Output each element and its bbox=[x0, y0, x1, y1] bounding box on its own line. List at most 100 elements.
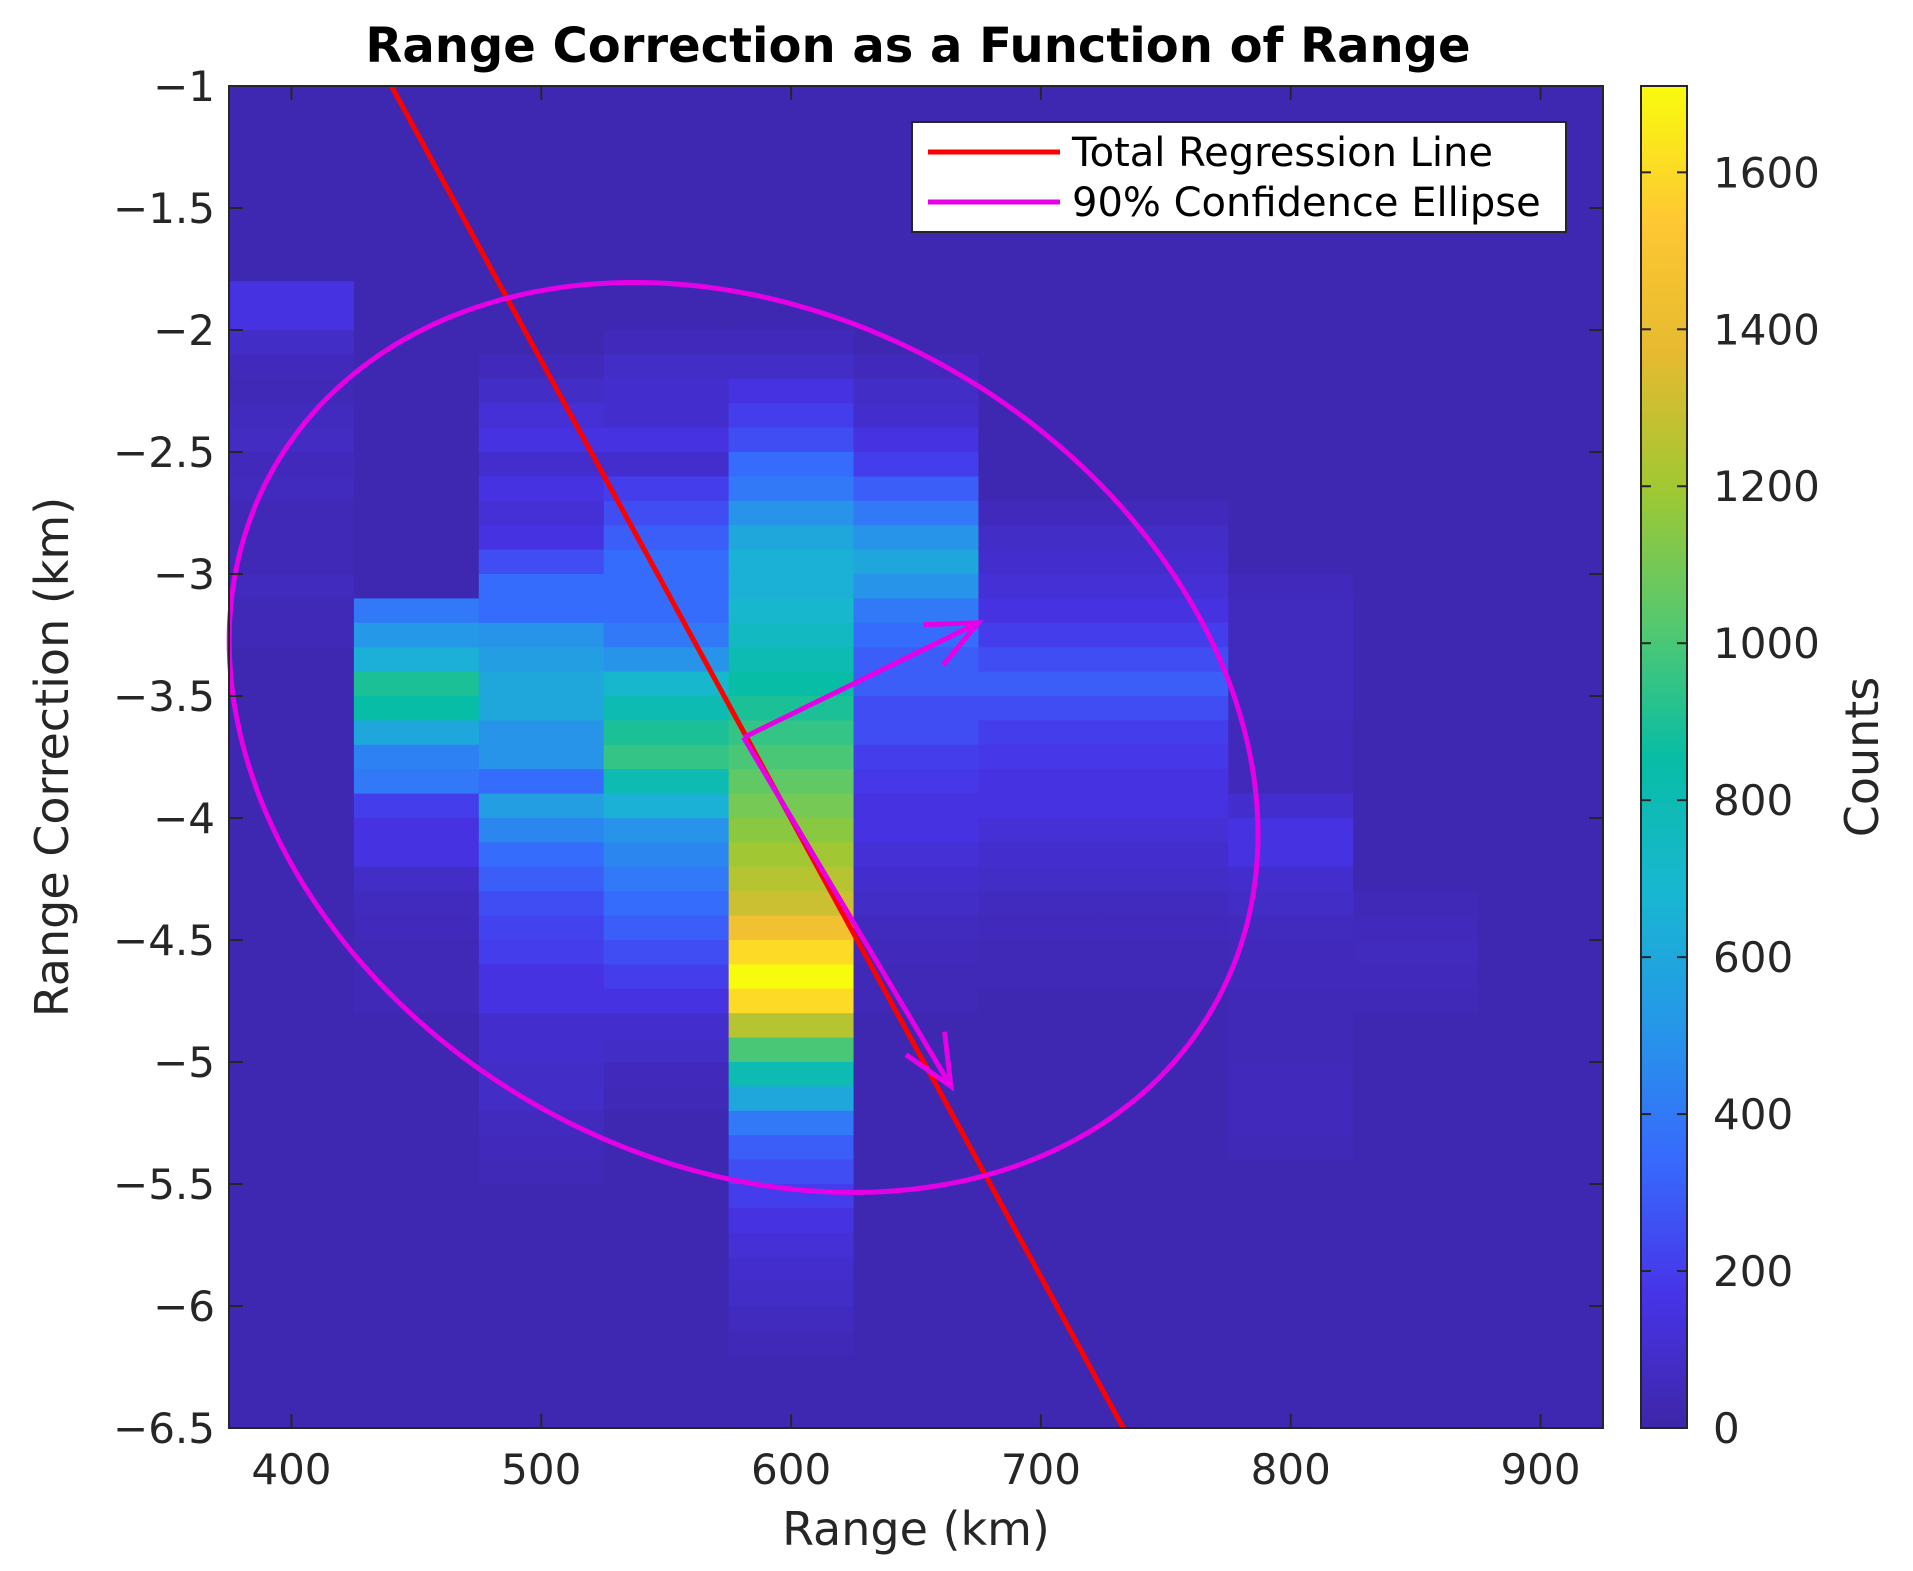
heatmap-cell bbox=[478, 159, 605, 185]
legend: Total Regression Line 90% Confidence Ell… bbox=[911, 121, 1567, 233]
heatmap-cell bbox=[1478, 1330, 1604, 1356]
heatmap-cell bbox=[853, 720, 980, 746]
heatmap-cell bbox=[1228, 1062, 1354, 1087]
heatmap-cell bbox=[978, 964, 1104, 990]
heatmap-cell bbox=[478, 452, 605, 477]
y-tick-label: −2 bbox=[153, 306, 215, 355]
heatmap-cell bbox=[978, 1281, 1104, 1307]
colorbar-tick-label: 800 bbox=[1713, 776, 1793, 825]
heatmap-cell bbox=[478, 232, 605, 258]
x-tick-label: 900 bbox=[1500, 1445, 1580, 1494]
heatmap-cell bbox=[1353, 1208, 1479, 1234]
heatmap-cell bbox=[1103, 891, 1229, 917]
y-tick-label: −3.5 bbox=[113, 672, 215, 721]
heatmap-cell bbox=[728, 769, 855, 795]
heatmap-cell bbox=[1353, 452, 1479, 477]
heatmap-cell bbox=[1353, 1159, 1479, 1185]
heatmap-cell bbox=[728, 476, 855, 502]
heatmap-cell bbox=[1228, 1208, 1354, 1234]
heatmap-cell bbox=[728, 1062, 855, 1087]
heatmap-cell bbox=[978, 842, 1104, 868]
heatmap-cell bbox=[728, 232, 855, 258]
heatmap-cell bbox=[603, 696, 730, 721]
heatmap-cell bbox=[1103, 1306, 1229, 1331]
heatmap-cell bbox=[603, 622, 730, 648]
heatmap-cell bbox=[728, 1159, 855, 1185]
heatmap-cell bbox=[728, 1135, 855, 1161]
heatmap-cell bbox=[229, 159, 355, 185]
heatmap-cell bbox=[1353, 1257, 1479, 1283]
heatmap-cell bbox=[728, 574, 855, 599]
heatmap-cell bbox=[978, 915, 1104, 941]
heatmap-cell bbox=[478, 1208, 605, 1234]
heatmap-cell bbox=[478, 1354, 605, 1380]
heatmap-cell bbox=[1353, 1232, 1479, 1258]
heatmap-cell bbox=[978, 256, 1104, 282]
heatmap-cell bbox=[603, 1208, 730, 1234]
heatmap-cell bbox=[978, 354, 1104, 380]
heatmap-cell bbox=[1353, 1306, 1479, 1331]
heatmap-cell bbox=[1228, 256, 1354, 282]
heatmap-cell bbox=[978, 1379, 1104, 1405]
heatmap-cell bbox=[603, 110, 730, 136]
heatmap-cell bbox=[1103, 744, 1229, 770]
heatmap-cell bbox=[1478, 1257, 1604, 1283]
heatmap-cell bbox=[603, 744, 730, 770]
heatmap-cell bbox=[229, 549, 355, 575]
heatmap-cell bbox=[603, 1037, 730, 1063]
heatmap-cell bbox=[1478, 988, 1604, 1014]
heatmap-cell bbox=[728, 256, 855, 282]
y-tick-label: −3 bbox=[153, 550, 215, 599]
heatmap-cell bbox=[603, 1257, 730, 1283]
heatmap-cell bbox=[603, 1232, 730, 1258]
heatmap-cell bbox=[1478, 1135, 1604, 1161]
colorbar-tick-label: 600 bbox=[1713, 933, 1793, 982]
heatmap-cell bbox=[229, 720, 355, 746]
heatmap-cell bbox=[1103, 86, 1229, 111]
heatmap-cell bbox=[1228, 574, 1354, 599]
heatmap-cell bbox=[1353, 549, 1479, 575]
heatmap-cell bbox=[1353, 1330, 1479, 1356]
heatmap-cell bbox=[1228, 330, 1354, 355]
heatmap-cell bbox=[853, 403, 980, 429]
heatmap-cell bbox=[853, 1086, 980, 1112]
heatmap-cell bbox=[1478, 305, 1604, 331]
heatmap-cell bbox=[1478, 769, 1604, 795]
y-axis-label: Range Correction (km) bbox=[25, 497, 79, 1017]
heatmap-cell bbox=[478, 622, 605, 648]
heatmap-cell bbox=[478, 842, 605, 868]
heatmap-cell bbox=[728, 1037, 855, 1063]
heatmap-cell bbox=[1228, 378, 1354, 404]
heatmap-cell bbox=[728, 696, 855, 721]
chart-title: Range Correction as a Function of Range bbox=[365, 18, 1470, 74]
heatmap-cell bbox=[1478, 427, 1604, 453]
heatmap-cell bbox=[853, 1062, 980, 1087]
heatmap-cell bbox=[728, 598, 855, 624]
heatmap-cell bbox=[478, 647, 605, 673]
heatmap-cell bbox=[853, 500, 980, 526]
heatmap-cell bbox=[1478, 476, 1604, 502]
heatmap-cell bbox=[478, 1232, 605, 1258]
heatmap-cell bbox=[728, 915, 855, 941]
x-tick-label: 700 bbox=[1001, 1445, 1081, 1494]
heatmap-cell bbox=[478, 818, 605, 843]
heatmap-cell bbox=[229, 1306, 355, 1331]
heatmap-cell bbox=[1353, 1281, 1479, 1307]
heatmap-cell bbox=[229, 1208, 355, 1234]
heatmap-cell bbox=[603, 232, 730, 258]
heatmap-cell bbox=[853, 915, 980, 941]
heatmap-cell bbox=[478, 1037, 605, 1063]
heatmap-cell bbox=[1353, 1135, 1479, 1161]
heatmap-cell bbox=[353, 86, 480, 111]
heatmap-cell bbox=[1478, 1306, 1604, 1331]
heatmap-cell bbox=[353, 1379, 480, 1405]
heatmap-cell bbox=[353, 549, 480, 575]
heatmap-cell bbox=[1103, 525, 1229, 551]
heatmap-cell bbox=[853, 86, 980, 111]
legend-label-regression: Total Regression Line bbox=[1071, 130, 1493, 176]
heatmap-cell bbox=[978, 818, 1104, 843]
heatmap-cell bbox=[603, 866, 730, 892]
y-tick-label: −4.5 bbox=[113, 916, 215, 965]
heatmap-cell bbox=[1228, 1110, 1354, 1136]
heatmap-cell bbox=[478, 671, 605, 697]
